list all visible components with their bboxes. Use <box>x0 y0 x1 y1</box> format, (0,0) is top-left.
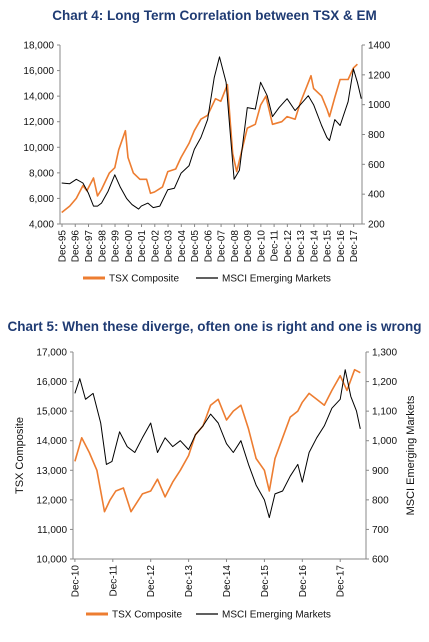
y-left-tick-label: 14,000 <box>23 92 54 103</box>
y-left-tick-label: 13,000 <box>36 466 67 477</box>
y-left-tick-label: 16,000 <box>23 66 54 77</box>
y-left-tick-label: 15,000 <box>36 407 67 418</box>
chart-4-svg: 4,000 6,000 8,000 10,000 12,000 14,000 16,000 1… <box>23 41 391 285</box>
y-left-tick-label: 10,000 <box>23 143 54 154</box>
chart-5-title: Chart 5: When these diverge, often one i… <box>0 319 429 335</box>
y-right-tick-label: 900 <box>372 466 389 477</box>
y-right-tick-label: 1000 <box>368 100 391 111</box>
x-tick-label: Dec-11 <box>108 565 119 597</box>
x-tick-label: Dec-15 <box>323 230 334 263</box>
x-tick-label: Dec-99 <box>111 230 122 263</box>
legend-label-em: MSCI Emerging Markets <box>222 610 331 621</box>
tsx-composite-line <box>61 63 358 214</box>
x-tick-label: Dec-09 <box>243 230 254 263</box>
y-right-tick-label: 800 <box>368 130 385 141</box>
y-right-tick-label: 800 <box>372 495 389 506</box>
y-left-tick-label: 18,000 <box>23 41 54 52</box>
y-left-tick-label: 11,000 <box>37 525 67 536</box>
legend-label-em: MSCI Emerging Markets <box>222 274 331 285</box>
x-tick-label: Dec-04 <box>177 230 188 263</box>
legend-label-tsx: TSX Composite <box>112 610 182 621</box>
y-left-tick-label: 8,000 <box>29 168 54 179</box>
msci-em-line <box>61 56 362 210</box>
x-tick-label: Dec-17 <box>349 230 360 263</box>
chart-4-title: Chart 4: Long Term Correlation between T… <box>52 8 377 23</box>
y-right-tick-label: 700 <box>372 525 389 536</box>
y-left-tick-label: 6,000 <box>29 194 54 205</box>
x-tick-label: Dec-12 <box>283 230 294 263</box>
x-tick-label: Dec-00 <box>124 230 135 263</box>
x-tick-label: Dec-16 <box>298 565 309 598</box>
y-left-tick-label: 12,000 <box>36 495 67 506</box>
x-tick-label: Dec-08 <box>230 230 241 263</box>
y-right-tick-label: 1400 <box>368 41 391 52</box>
y-left-tick-label: 16,000 <box>36 377 67 388</box>
x-tick-label: Dec-12 <box>146 565 157 598</box>
y-right-tick-label: 1,200 <box>372 377 397 388</box>
x-tick-label: Dec-13 <box>296 230 307 263</box>
chart-5-title-text: Chart 5: When these diverge, often one i… <box>7 319 422 334</box>
x-tick-label: Dec-97 <box>84 230 95 263</box>
x-tick-label: Dec-14 <box>222 565 233 598</box>
y-right-tick-label: 1,300 <box>372 348 397 359</box>
y-right-tick-label: 400 <box>368 190 385 201</box>
y-right-tick-label: 600 <box>368 160 385 171</box>
y-right-tick-label: 200 <box>368 220 385 231</box>
tsx-composite-line <box>74 368 361 513</box>
chart-5-svg: 10,000 11,000 12,000 13,000 14,000 15,000 16,0… <box>14 348 417 621</box>
x-tick-label: Dec-10 <box>256 230 267 263</box>
y-axis-left-title: TSX Composite <box>14 417 26 494</box>
msci-em-line <box>74 369 361 519</box>
y-left-tick-label: 14,000 <box>36 436 67 447</box>
x-tick-label: Dec-16 <box>336 230 347 263</box>
legend-label-tsx: TSX Composite <box>109 274 179 285</box>
x-tick-label: Dec-95 <box>57 230 68 263</box>
x-tick-label: Dec-06 <box>203 230 214 263</box>
x-tick-label: Dec-96 <box>71 230 82 263</box>
x-tick-label: Dec-07 <box>217 230 228 263</box>
x-tick-label: Dec-10 <box>70 565 81 598</box>
chart-4: Chart 4: Long Term Correlation between T… <box>0 0 429 300</box>
x-tick-label: Dec-17 <box>336 565 347 598</box>
x-tick-label: Dec-14 <box>309 230 320 263</box>
chart-5: Chart 5: When these diverge, often one i… <box>0 315 429 642</box>
y-left-tick-label: 4,000 <box>29 220 54 231</box>
y-right-tick-label: 1,100 <box>372 407 397 418</box>
x-tick-label: Dec-03 <box>164 230 175 263</box>
y-right-tick-label: 1,000 <box>372 436 397 447</box>
y-left-tick-label: 17,000 <box>36 348 67 359</box>
x-tick-label: Dec-01 <box>137 230 148 263</box>
y-right-tick-label: 600 <box>372 555 389 566</box>
y-axis-right-title: MSCI Emerging Markets <box>405 395 417 515</box>
y-right-tick-label: 1200 <box>368 70 391 81</box>
x-tick-label: Dec-98 <box>97 230 108 263</box>
x-tick-label: Dec-02 <box>150 230 161 263</box>
x-tick-label: Dec-13 <box>184 565 195 598</box>
x-tick-label: Dec-15 <box>260 565 271 598</box>
x-tick-label: Dec-11 <box>270 230 281 262</box>
y-left-tick-label: 10,000 <box>36 555 67 566</box>
y-left-tick-label: 12,000 <box>23 117 54 128</box>
x-tick-label: Dec-05 <box>190 230 201 263</box>
